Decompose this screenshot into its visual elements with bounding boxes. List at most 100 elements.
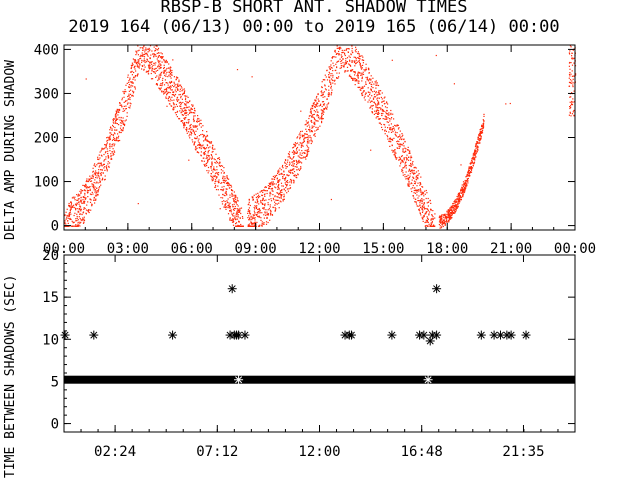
top-data-point xyxy=(179,105,181,107)
top-data-point xyxy=(190,108,192,110)
top-data-point xyxy=(203,160,205,162)
top-data-point xyxy=(196,121,198,123)
top-data-point xyxy=(423,195,425,197)
top-data-point xyxy=(261,221,263,223)
top-data-point xyxy=(321,112,323,114)
top-data-point xyxy=(382,109,384,111)
top-data-point xyxy=(373,83,375,85)
top-data-point xyxy=(153,54,156,56)
top-data-point xyxy=(154,72,156,74)
top-data-point xyxy=(387,103,389,105)
top-data-point xyxy=(362,91,364,93)
top-data-point xyxy=(228,184,230,186)
top-data-point xyxy=(143,49,145,51)
top-data-point xyxy=(169,88,171,90)
top-data-point xyxy=(275,187,277,189)
top-data-point xyxy=(198,124,200,126)
top-data-point xyxy=(240,223,242,226)
top-data-point xyxy=(403,157,405,159)
top-data-point xyxy=(92,176,94,178)
top-data-point xyxy=(302,145,304,147)
top-data-point xyxy=(180,112,182,114)
top-data-point xyxy=(194,126,196,128)
top-data-point xyxy=(307,150,309,152)
top-data-point xyxy=(261,203,264,205)
top-data-point xyxy=(286,188,289,190)
top-data-point xyxy=(171,71,173,73)
top-data-point xyxy=(261,202,264,204)
top-data-point xyxy=(315,126,317,128)
top-data-point xyxy=(317,126,319,129)
top-data-point xyxy=(421,208,423,211)
top-data-point xyxy=(137,45,139,47)
top-data-point xyxy=(419,212,421,214)
top-data-point xyxy=(341,60,343,62)
top-data-point xyxy=(470,166,472,168)
top-data-point xyxy=(357,86,359,88)
top-data-point xyxy=(286,185,288,187)
top-data-point xyxy=(360,87,362,89)
top-data-point xyxy=(241,216,244,218)
top-data-point xyxy=(201,160,203,162)
top-data-point xyxy=(78,195,80,197)
top-data-point xyxy=(159,63,161,65)
top-data-point xyxy=(408,156,410,158)
top-data-point xyxy=(200,134,202,136)
top-data-point xyxy=(277,180,279,182)
top-data-point xyxy=(113,153,115,155)
top-data-point xyxy=(279,194,282,196)
top-data-point xyxy=(448,217,450,219)
top-data-point xyxy=(258,208,260,210)
top-data-point xyxy=(116,137,118,139)
top-data-point xyxy=(209,141,211,143)
top-data-point xyxy=(131,95,133,97)
top-data-point xyxy=(64,225,66,227)
top-data-point xyxy=(77,222,79,224)
top-data-point xyxy=(367,101,369,103)
top-data-point xyxy=(338,54,340,56)
top-data-point xyxy=(216,166,218,168)
top-data-point xyxy=(215,184,217,187)
top-data-point xyxy=(354,74,356,76)
top-data-point xyxy=(67,215,69,217)
top-data-point xyxy=(75,209,77,211)
top-data-point xyxy=(237,225,239,227)
top-data-point xyxy=(274,195,276,197)
top-data-point xyxy=(286,166,288,168)
top-data-point xyxy=(138,49,140,51)
top-data-point xyxy=(147,64,150,66)
top-data-point xyxy=(396,143,399,145)
top-data-point xyxy=(132,63,134,65)
top-data-point xyxy=(65,218,67,220)
top-data-point xyxy=(572,82,574,84)
top-data-point xyxy=(310,139,312,141)
bottom-xtick-label: 21:35 xyxy=(502,444,544,460)
top-data-point xyxy=(337,77,339,79)
top-data-point xyxy=(253,214,256,216)
top-data-point xyxy=(305,137,307,139)
top-data-point xyxy=(470,169,473,171)
top-data-point xyxy=(371,108,373,110)
top-data-point xyxy=(184,90,186,92)
top-data-point xyxy=(450,212,453,214)
top-data-point xyxy=(87,210,89,212)
top-data-point xyxy=(426,216,428,218)
top-data-point xyxy=(89,189,91,191)
top-data-point xyxy=(86,180,88,182)
top-data-point xyxy=(371,81,373,83)
top-data-point xyxy=(144,51,146,53)
top-data-point xyxy=(392,139,394,141)
top-data-point xyxy=(278,193,280,195)
top-data-point xyxy=(303,152,306,154)
top-data-point xyxy=(321,118,323,120)
top-data-point xyxy=(424,207,426,210)
top-data-point xyxy=(323,111,325,113)
top-data-point xyxy=(263,207,265,209)
top-data-point xyxy=(237,216,239,218)
top-data-point xyxy=(219,158,221,161)
top-data-point xyxy=(192,105,194,107)
top-data-point xyxy=(131,82,133,84)
top-data-point xyxy=(479,132,482,134)
top-data-point xyxy=(83,208,85,210)
top-data-point xyxy=(119,127,122,129)
